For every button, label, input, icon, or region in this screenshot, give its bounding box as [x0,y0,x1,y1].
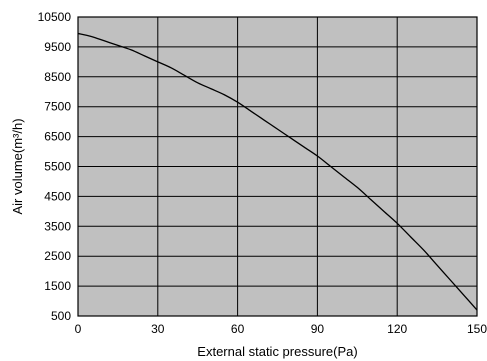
y-axis-title: Air volume(m³/h) [10,118,25,214]
y-tick-label: 2500 [44,249,71,263]
y-tick-label: 1500 [44,279,71,293]
y-tick-label: 10500 [38,10,72,24]
series-line [77,32,478,311]
x-tick-label: 90 [311,322,325,336]
x-tick-label: 150 [467,322,487,336]
x-tick-label: 30 [151,322,165,336]
x-tick-label: 0 [75,322,82,336]
y-tick-label: 500 [51,309,71,323]
y-tick-label: 6500 [44,130,71,144]
y-tick-label: 4500 [44,189,71,203]
grid [78,17,477,316]
y-tick-label: 5500 [44,160,71,174]
y-tick-label: 3500 [44,219,71,233]
series-curve-group [77,32,478,311]
y-axis-ticks: 500 1500 2500 3500 4500 5500 6500 7500 8500 9500 1… [38,10,72,323]
y-tick-label: 8500 [44,70,71,84]
x-tick-label: 60 [231,322,245,336]
y-tick-label: 7500 [44,100,71,114]
y-tick-label: 9500 [44,40,71,54]
x-axis-ticks: 0 30 60 90 120 150 [75,322,487,336]
plot-frame [77,16,478,317]
x-axis-title: External static pressure(Pa) [197,344,357,359]
x-tick-label: 120 [387,322,407,336]
